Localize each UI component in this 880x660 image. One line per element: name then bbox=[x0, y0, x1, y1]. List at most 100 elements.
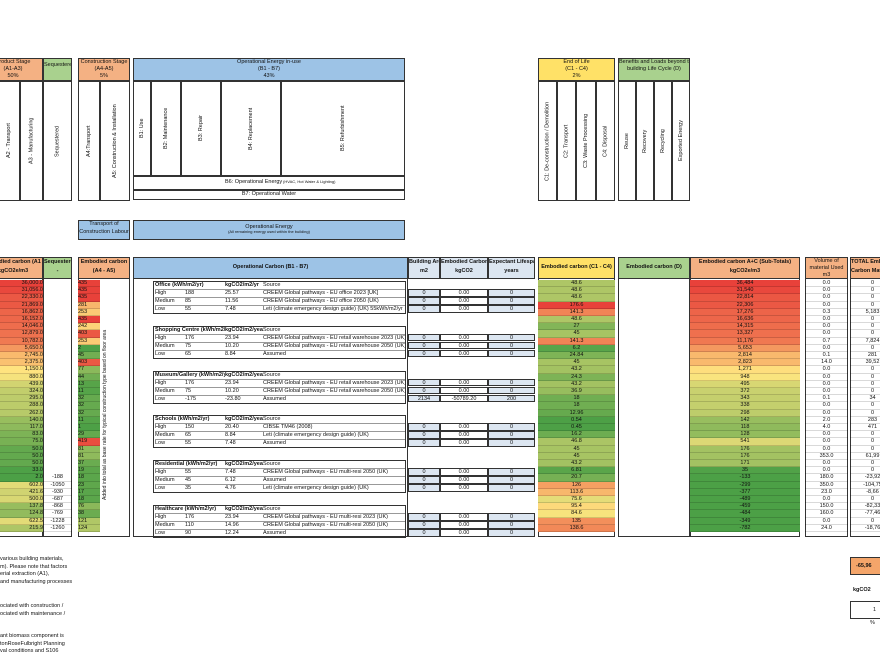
c1c4-cell: 48.6 bbox=[538, 316, 615, 324]
ops-cell: Low bbox=[155, 529, 185, 537]
ops-cell: 0.00 bbox=[440, 423, 488, 431]
c1c4-cell: 6.2 bbox=[538, 344, 615, 352]
c1c4-cell: 176.6 bbox=[538, 301, 615, 309]
sequestered-head: Sequestered bbox=[43, 58, 72, 81]
total-cell: 7,824 bbox=[850, 338, 880, 345]
ops-cell: 0.00 bbox=[440, 341, 488, 350]
vol-cell: 0.0 bbox=[805, 374, 848, 381]
c1c4-cell: 84.6 bbox=[538, 510, 615, 518]
ops-cell: 0 bbox=[488, 423, 535, 431]
a4a5-cell: 38 bbox=[78, 510, 100, 518]
total-head: TOTAL Embodied Carbon Material bbox=[850, 257, 880, 279]
vol-cell: 353.0 bbox=[805, 453, 848, 460]
c1c4-cell: 45 bbox=[538, 330, 615, 338]
ops-cell: Low bbox=[155, 484, 185, 492]
area-head: Building Area m2 bbox=[408, 257, 440, 279]
note-line: m). Please note that factors bbox=[0, 563, 68, 570]
ops-cell: 90 bbox=[185, 529, 225, 537]
operational-stage-line: Operational Energy in-use bbox=[237, 59, 301, 65]
ops-cell: High bbox=[155, 513, 185, 521]
ops-cell: 0 bbox=[408, 521, 440, 529]
ops-cell: High bbox=[155, 333, 185, 342]
total-cell: 0 bbox=[850, 381, 880, 388]
a4a5-cell: 76 bbox=[78, 503, 100, 511]
ops-cell: Leti (climate emergency design guide) (U… bbox=[263, 305, 405, 313]
ops-cell: 0 bbox=[488, 521, 535, 529]
ops-cell: 55 bbox=[185, 305, 225, 313]
benefits-stage-line: Benefits and Loads beyond the bbox=[619, 59, 690, 65]
ac-cell: 176 bbox=[690, 452, 800, 460]
transport-labour: Transport of Construction Labour bbox=[78, 220, 130, 240]
a1a3-cell: 2,745.0 bbox=[0, 352, 43, 360]
a4a5-cell: 11 bbox=[78, 388, 100, 396]
group-unit: kgCO2/m2/yr bbox=[225, 282, 259, 288]
note-line: ociated with maintenance / bbox=[0, 610, 66, 617]
ops-cell: 0.00 bbox=[440, 333, 488, 342]
total-cell: -82,33 bbox=[850, 503, 880, 511]
a1a3-cell: 2.0 bbox=[0, 474, 43, 482]
benefits-stage-line: building Life Cycle (D) bbox=[627, 66, 681, 73]
ops-cell: 0 bbox=[408, 341, 440, 350]
ac-head-line: kgCO2e/m3 bbox=[729, 267, 761, 274]
seq-head: Sequestered - bbox=[43, 257, 72, 279]
c1c4-cell: 141.3 bbox=[538, 337, 615, 345]
a1a3-cell: 137.8 bbox=[0, 503, 43, 511]
c1c4-cell: 43.2 bbox=[538, 366, 615, 374]
note-line: various building materials, bbox=[0, 556, 64, 562]
c1c4-cell: 36.9 bbox=[538, 388, 615, 396]
ops-cell: 0 bbox=[408, 386, 440, 395]
ac-cell: 372 bbox=[690, 388, 800, 396]
ops-cell: 0 bbox=[408, 439, 440, 447]
a1a3-cell: 500.0 bbox=[0, 496, 43, 504]
ops-cell: 0 bbox=[408, 431, 440, 439]
c1c4-cell: 12.96 bbox=[538, 409, 615, 417]
ac-cell: 2,814 bbox=[690, 352, 800, 360]
ops-cell: 23.94 bbox=[225, 513, 263, 521]
ac-cell: -133 bbox=[690, 474, 800, 482]
product-stage-line: 50% bbox=[7, 73, 19, 80]
total-cell: 0 bbox=[850, 374, 880, 381]
vol-cell: 0.0 bbox=[805, 446, 848, 453]
ops-cell: 0 bbox=[408, 529, 440, 537]
vol-cell: 0.0 bbox=[805, 431, 848, 439]
a1a3-cell: 12,879.0 bbox=[0, 330, 43, 338]
ops-cell: High bbox=[155, 423, 185, 431]
seq-head-line: - bbox=[56, 267, 59, 274]
ops-cell: -23.80 bbox=[225, 394, 263, 403]
end-of-life-line: 2% bbox=[572, 73, 581, 80]
ac-cell: 14,315 bbox=[690, 323, 800, 331]
vol-cell: 0.0 bbox=[805, 366, 848, 374]
total-cell: 61,99 bbox=[850, 453, 880, 460]
ac-cell: 128 bbox=[690, 431, 800, 439]
group-name: Museum/Gallery (kWh/m2/yr) bbox=[155, 371, 225, 378]
c1c4-cell: 24.84 bbox=[538, 352, 615, 360]
ac-cell: 36,484 bbox=[690, 280, 800, 288]
group-unit: kgCO2/m2/year bbox=[225, 326, 263, 333]
a4a5-cell: 435 bbox=[78, 280, 100, 288]
note-line: tonRoseFulbright Planning bbox=[0, 640, 65, 647]
ops-cell: 110 bbox=[185, 521, 225, 529]
a4a5-cell: 32 bbox=[78, 395, 100, 403]
ops-cell: 0.00 bbox=[440, 484, 488, 492]
vol-cell: 150.0 bbox=[805, 503, 848, 511]
a1a3-cell: 10,782.0 bbox=[0, 337, 43, 345]
ops-cell: High bbox=[155, 289, 185, 297]
total-cell: 281 bbox=[850, 352, 880, 360]
ac-cell: 2,823 bbox=[690, 359, 800, 367]
group-box bbox=[153, 281, 406, 314]
group-box bbox=[153, 370, 406, 404]
c1c4-cell: 0.54 bbox=[538, 416, 615, 424]
vol-cell: 160.0 bbox=[805, 510, 848, 518]
group-unit: kgCO2/m2/year bbox=[225, 506, 263, 512]
ops-cell: 23.94 bbox=[225, 333, 263, 342]
summary-pct-value: 1 bbox=[850, 601, 880, 619]
ac-cell: -484 bbox=[690, 510, 800, 518]
ac-cell: 1,271 bbox=[690, 366, 800, 374]
ops-cell: Medium bbox=[155, 521, 185, 529]
vol-cell: 0.0 bbox=[805, 410, 848, 417]
total-cell: -77,46 bbox=[850, 510, 880, 518]
ops-cell: 0.00 bbox=[440, 468, 488, 476]
ops-cell: 0 bbox=[488, 341, 535, 350]
c1c4-cell: 18 bbox=[538, 402, 615, 410]
